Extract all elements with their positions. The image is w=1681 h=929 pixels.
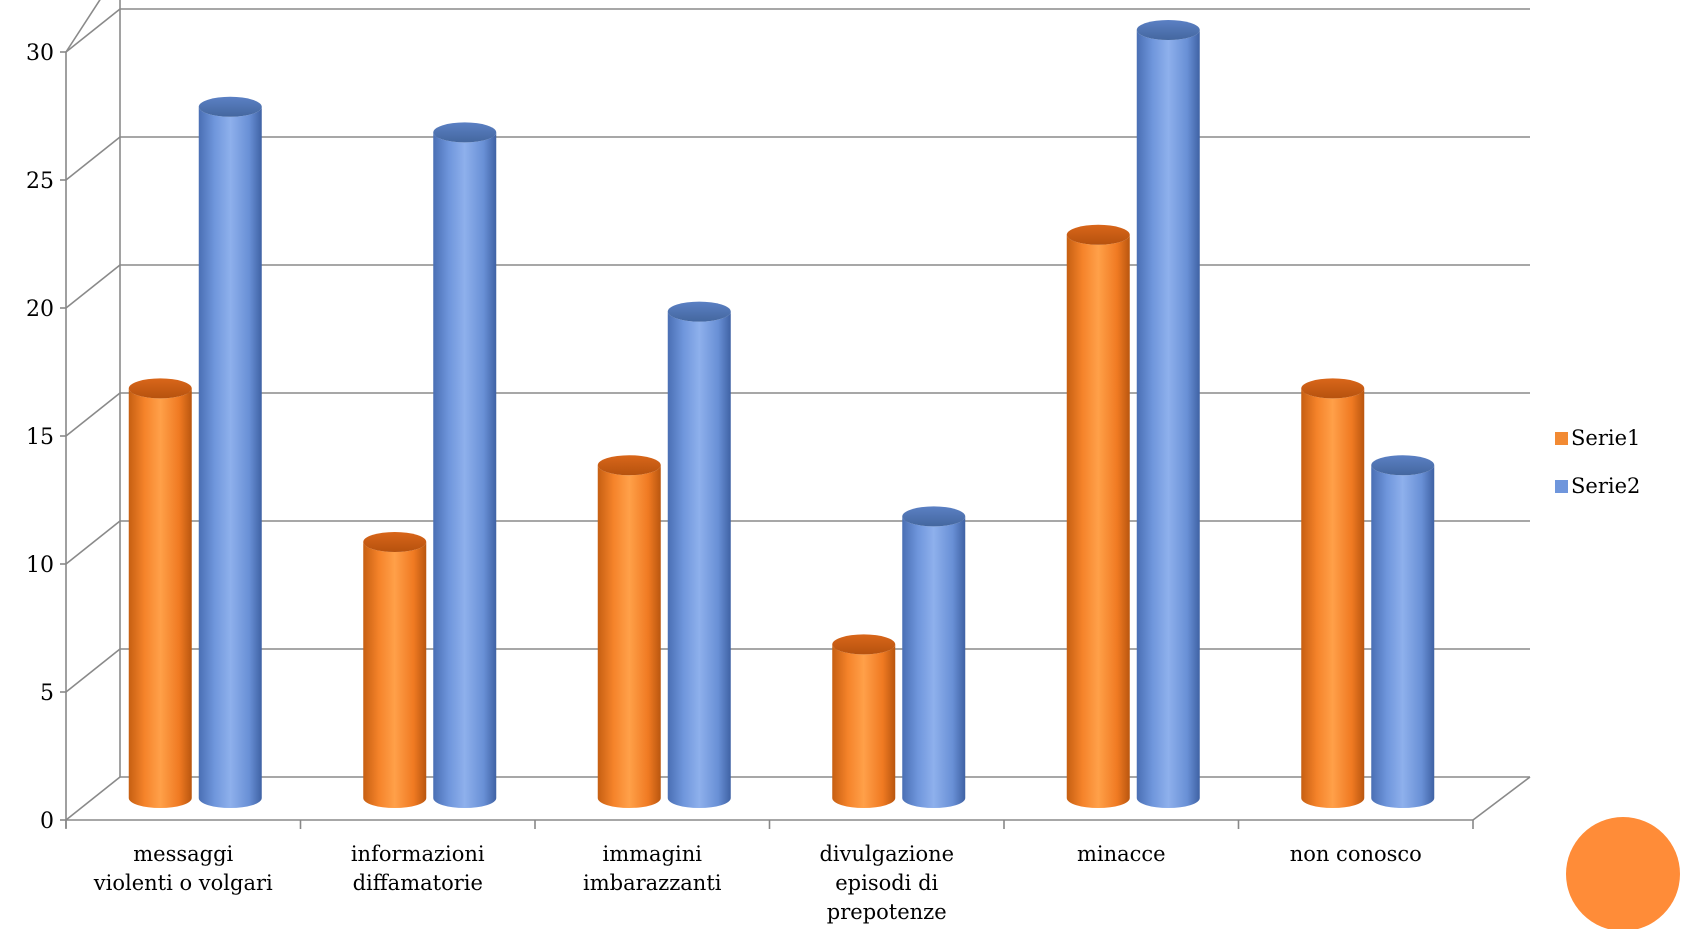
legend-swatch-serie1	[1555, 432, 1568, 445]
bar-cap	[198, 96, 262, 117]
bar-serie2-1	[433, 122, 497, 808]
legend-label-serie1: Serie1	[1571, 426, 1640, 450]
bar-cap	[363, 532, 427, 552]
y-tick-label: 30	[26, 41, 54, 66]
legend-label-serie2: Serie2	[1571, 474, 1640, 498]
bar-cap	[1136, 20, 1200, 40]
labels-layer: 0 5 10 15 20 25 30 messaggi violenti o volgari in…	[26, 41, 1422, 924]
x-category-label: non conosco	[1290, 842, 1422, 866]
axis-layer	[60, 51, 1474, 829]
bar-cap	[433, 122, 497, 143]
gridline-wall	[65, 520, 121, 565]
gridline-wall	[65, 648, 121, 693]
y-tick-label: 10	[26, 553, 54, 578]
bar-cap	[1301, 378, 1365, 399]
x-category-label: informazioni diffamatorie	[351, 842, 485, 895]
gridline-wall	[65, 8, 121, 53]
x-category-label: divulgazione episodi di prepotenze	[819, 842, 954, 924]
gridline-wall	[65, 776, 121, 821]
bars-layer	[128, 20, 1435, 809]
bar-body	[128, 388, 192, 808]
bar-body	[363, 542, 427, 808]
x-category-label: immagini imbarazzanti	[583, 842, 722, 895]
bar-serie2-2	[667, 301, 731, 808]
bar-serie2-4	[1136, 20, 1200, 808]
bar-cap	[1371, 455, 1435, 476]
bar-cap	[128, 378, 192, 399]
bar-body	[198, 106, 262, 809]
bar-cap	[597, 455, 661, 476]
gridline-wall	[65, 136, 121, 181]
bar-body	[902, 516, 966, 808]
bar-serie2-0	[198, 96, 262, 809]
legend: Serie1 Serie2	[1555, 426, 1640, 498]
bar-body	[1371, 465, 1435, 808]
bar-body	[1066, 234, 1130, 809]
bar-body	[597, 465, 661, 808]
floor-right-edge	[1472, 776, 1531, 821]
bar-body	[433, 132, 497, 808]
y-tick-label: 0	[40, 809, 54, 834]
bar-serie1-3	[832, 634, 896, 808]
y-tick-label: 5	[40, 681, 54, 706]
bar-serie1-0	[128, 378, 192, 808]
bar-serie2-3	[902, 506, 966, 808]
y-tick-label: 15	[26, 425, 54, 450]
bar-serie1-2	[597, 455, 661, 808]
x-category-label: minacce	[1077, 842, 1166, 866]
bar-cap	[667, 301, 731, 322]
y-tick-label: 20	[26, 297, 54, 322]
bar-serie1-4	[1066, 224, 1130, 809]
bar-body	[667, 311, 731, 808]
bar-cap	[902, 506, 966, 527]
legend-swatch-serie2	[1555, 480, 1568, 493]
bar-serie2-5	[1371, 455, 1435, 808]
bar-cap	[1066, 224, 1130, 245]
bar-serie1-5	[1301, 378, 1365, 808]
bar-body	[1301, 388, 1365, 808]
y-tick-label: 25	[26, 169, 54, 194]
decorative-circle	[1566, 817, 1680, 929]
gridline-wall	[65, 264, 121, 309]
bar-cap	[832, 634, 896, 655]
x-category-label: messaggi violenti o volgari	[93, 842, 273, 895]
bar-serie1-1	[363, 532, 427, 808]
bar-body	[1136, 30, 1200, 808]
wall-top-edge	[65, 0, 101, 53]
gridline-wall	[65, 392, 121, 437]
bar-body	[832, 644, 896, 808]
